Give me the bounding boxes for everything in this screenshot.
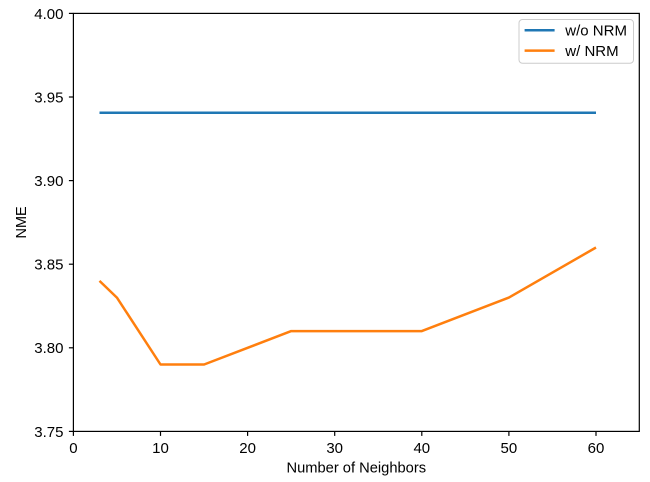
svg-text:10: 10 bbox=[152, 440, 169, 457]
svg-text:3.85: 3.85 bbox=[34, 257, 63, 274]
svg-text:40: 40 bbox=[413, 440, 430, 457]
svg-text:w/ NRM: w/ NRM bbox=[564, 43, 618, 60]
svg-text:3.90: 3.90 bbox=[34, 173, 63, 190]
svg-text:3.75: 3.75 bbox=[34, 424, 63, 441]
svg-text:20: 20 bbox=[239, 440, 256, 457]
svg-text:Number of Neighbors: Number of Neighbors bbox=[286, 460, 426, 476]
svg-text:60: 60 bbox=[588, 440, 605, 457]
svg-text:50: 50 bbox=[501, 440, 518, 457]
svg-text:3.95: 3.95 bbox=[34, 89, 63, 106]
svg-text:30: 30 bbox=[326, 440, 343, 457]
svg-text:0: 0 bbox=[69, 440, 77, 457]
svg-text:4.00: 4.00 bbox=[34, 6, 63, 23]
svg-text:NME: NME bbox=[14, 206, 30, 239]
svg-text:3.80: 3.80 bbox=[34, 340, 63, 357]
svg-text:w/o NRM: w/o NRM bbox=[564, 23, 627, 40]
